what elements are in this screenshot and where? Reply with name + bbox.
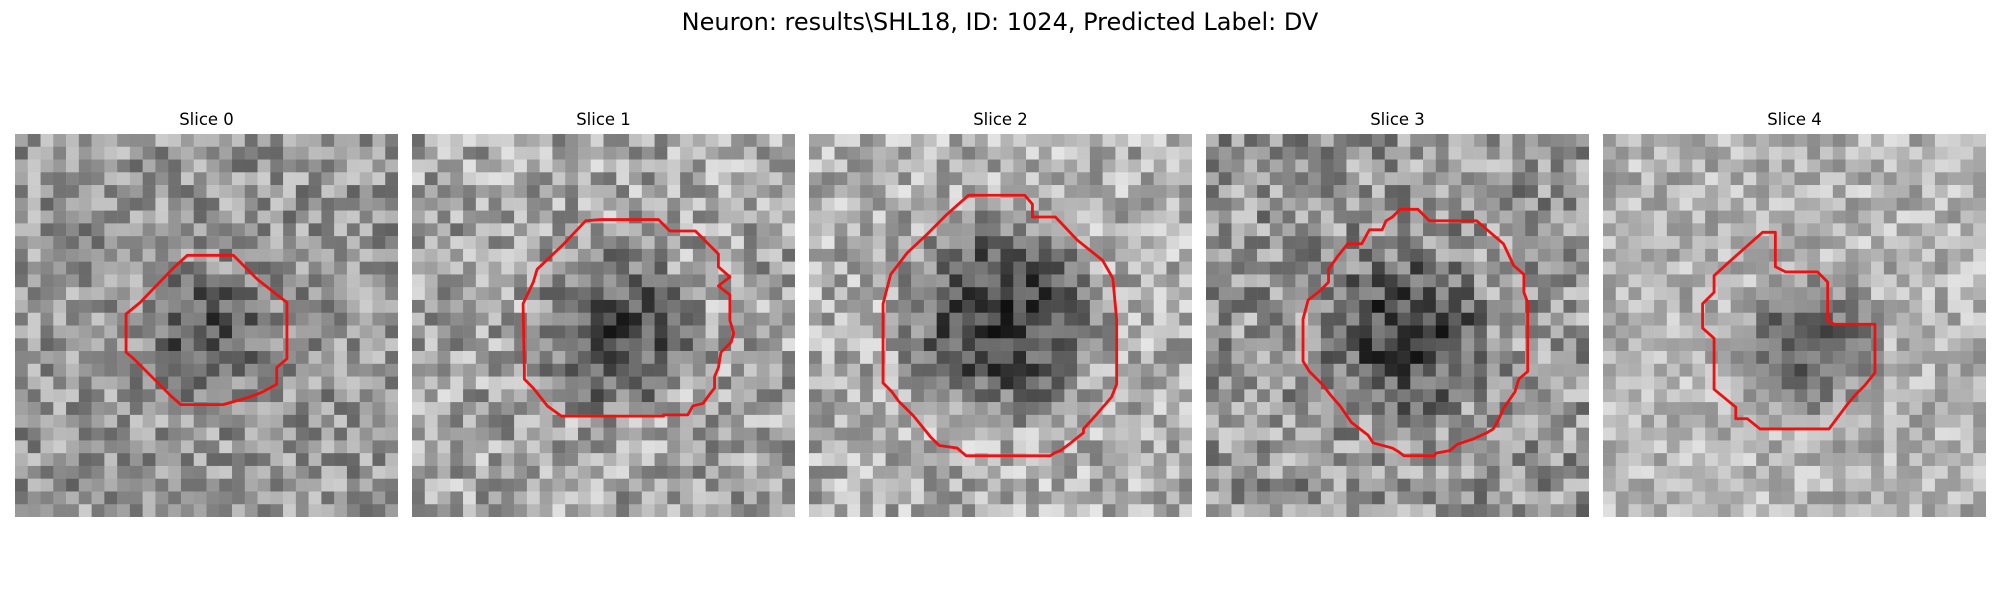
slice-title: Slice 0 xyxy=(179,110,234,129)
slice-panel-3: Slice 3 xyxy=(1206,108,1589,517)
slice-title: Slice 4 xyxy=(1767,110,1822,129)
pixel-grid xyxy=(1206,134,1589,517)
slice-image xyxy=(15,134,398,517)
slice-title: Slice 3 xyxy=(1370,110,1425,129)
pixel-grid xyxy=(412,134,795,517)
slice-image xyxy=(412,134,795,517)
pixel-grid xyxy=(15,134,398,517)
slice-panel-0: Slice 0 xyxy=(15,108,398,517)
roi-contour xyxy=(124,253,289,407)
slice-panel-2: Slice 2 xyxy=(809,108,1192,517)
slice-panel-1: Slice 1 xyxy=(412,108,795,517)
slice-title: Slice 2 xyxy=(973,110,1028,129)
slice-image xyxy=(1206,134,1589,517)
pixel-grid xyxy=(809,134,1192,517)
roi-contour xyxy=(881,193,1119,458)
slice-image xyxy=(1603,134,1986,517)
slice-title: Slice 1 xyxy=(576,110,631,129)
pixel-grid xyxy=(1603,134,1986,517)
slice-panel-4: Slice 4 xyxy=(1603,108,1986,517)
figure-title: Neuron: results\SHL18, ID: 1024, Predict… xyxy=(681,8,1319,36)
slice-image xyxy=(809,134,1192,517)
roi-contour xyxy=(1701,230,1877,431)
roi-contour xyxy=(1301,207,1530,458)
roi-contour xyxy=(521,218,736,418)
